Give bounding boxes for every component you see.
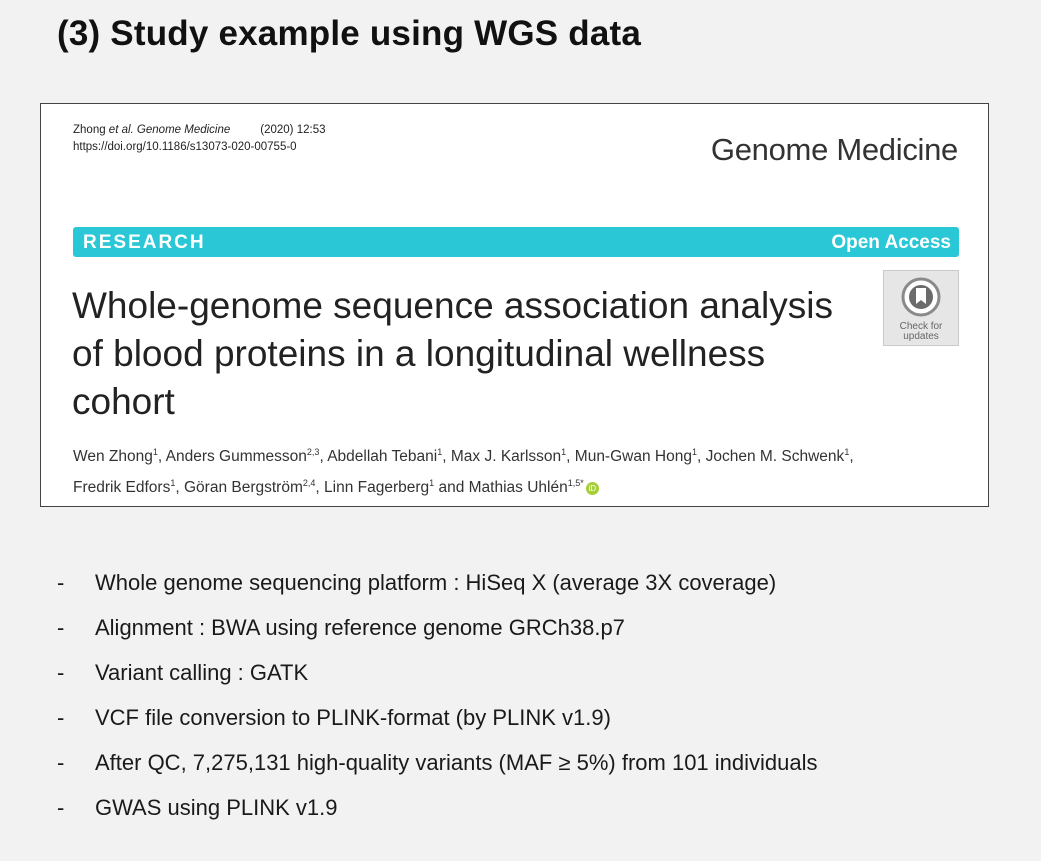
research-banner: RESEARCH Open Access — [73, 227, 959, 257]
author-separator: , — [696, 448, 706, 466]
bullet-marker: - — [57, 659, 65, 685]
author-separator: , — [315, 479, 325, 497]
bullet-text: Alignment : BWA using reference genome G… — [95, 614, 625, 640]
paper-header-image: Zhong et al. Genome Medicine (2020) 12:53… — [40, 103, 989, 507]
author-name: Jochen M. Schwenk — [705, 448, 845, 466]
citation-authors: Zhong — [73, 124, 106, 136]
bullet-marker: - — [57, 569, 65, 595]
orcid-icon: iD — [585, 481, 599, 495]
article-type-label: RESEARCH — [83, 232, 206, 253]
author-name: Mun-Gwan Hong — [574, 448, 692, 466]
author-separator: , — [319, 448, 328, 466]
doi-link: https://doi.org/10.1186/s13073-020-00755… — [73, 141, 297, 153]
check-for-updates-label: Check for updates — [899, 321, 943, 342]
author-name: Wen Zhong — [73, 448, 153, 466]
author-list: Wen Zhong1, Anders Gummesson2,3, Abdella… — [73, 439, 973, 501]
author-affiliation: 1 — [437, 447, 443, 457]
bullet-text: VCF file conversion to PLINK-format (by … — [95, 704, 611, 730]
bullet-marker: - — [57, 794, 65, 820]
journal-name: Genome Medicine — [710, 132, 958, 167]
author-separator: and — [434, 479, 469, 497]
author-affiliation: 1 — [561, 447, 567, 457]
bullet-text: GWAS using PLINK v1.9 — [95, 794, 338, 820]
author-affiliation: 1 — [844, 447, 850, 457]
slide-title: (3) Study example using WGS data — [57, 14, 642, 53]
bullet-item: - Variant calling : GATK — [57, 650, 818, 695]
author-name: Linn Fagerberg — [324, 479, 430, 497]
bookmark-icon — [901, 277, 941, 317]
author-separator: , — [157, 448, 166, 466]
author-affiliation: 2,3 — [306, 447, 320, 457]
author-separator: , — [849, 448, 854, 466]
author-separator: , — [566, 448, 575, 466]
bullet-item: - VCF file conversion to PLINK-format (by… — [57, 695, 818, 740]
bullet-item: - GWAS using PLINK v1.9 — [57, 785, 818, 830]
paper-title: Whole-genome sequence association analys… — [72, 285, 833, 422]
citation-journal: et al. Genome Medicine — [105, 124, 231, 136]
bullet-item: - After QC, 7,275,131 high-quality varian… — [57, 740, 818, 785]
bullet-text: After QC, 7,275,131 high-quality variant… — [95, 749, 818, 775]
author-affiliation: 1 — [691, 447, 697, 457]
bullet-marker: - — [57, 749, 65, 775]
citation: Zhong et al. Genome Medicine (2020) 12:53… — [73, 122, 325, 156]
author-affiliation: 1 — [170, 478, 176, 489]
author-affiliation: 1,5* — [567, 478, 584, 489]
author-affiliation: 2,4 — [302, 478, 316, 489]
author-name: Fredrik Edfors — [73, 479, 171, 497]
author-separator: , — [442, 448, 451, 466]
bullet-marker: - — [57, 614, 65, 640]
bullet-text: Whole genome sequencing platform : HiSeq… — [95, 569, 777, 595]
check-for-updates-badge: Check for updates — [883, 270, 959, 346]
open-access-label: Open Access — [831, 232, 951, 253]
bullet-marker: - — [57, 704, 65, 730]
author-name: Mathias Uhlén — [468, 479, 568, 497]
author-name: Anders Gummesson — [165, 448, 307, 466]
bullet-item: - Alignment : BWA using reference genome … — [57, 605, 818, 650]
author-name: Max J. Karlsson — [450, 448, 562, 466]
bullet-list: - Whole genome sequencing platform : HiSe… — [57, 560, 818, 830]
author-separator: , — [175, 479, 184, 497]
bullet-text: Variant calling : GATK — [95, 659, 309, 685]
author-name: Göran Bergström — [183, 479, 303, 497]
author-name: Abdellah Tebani — [327, 448, 438, 466]
bullet-item: - Whole genome sequencing platform : HiSe… — [57, 560, 818, 605]
citation-year: (2020) 12:53 — [260, 124, 326, 136]
author-affiliation: 1 — [152, 447, 158, 457]
author-affiliation: 1 — [429, 478, 435, 489]
